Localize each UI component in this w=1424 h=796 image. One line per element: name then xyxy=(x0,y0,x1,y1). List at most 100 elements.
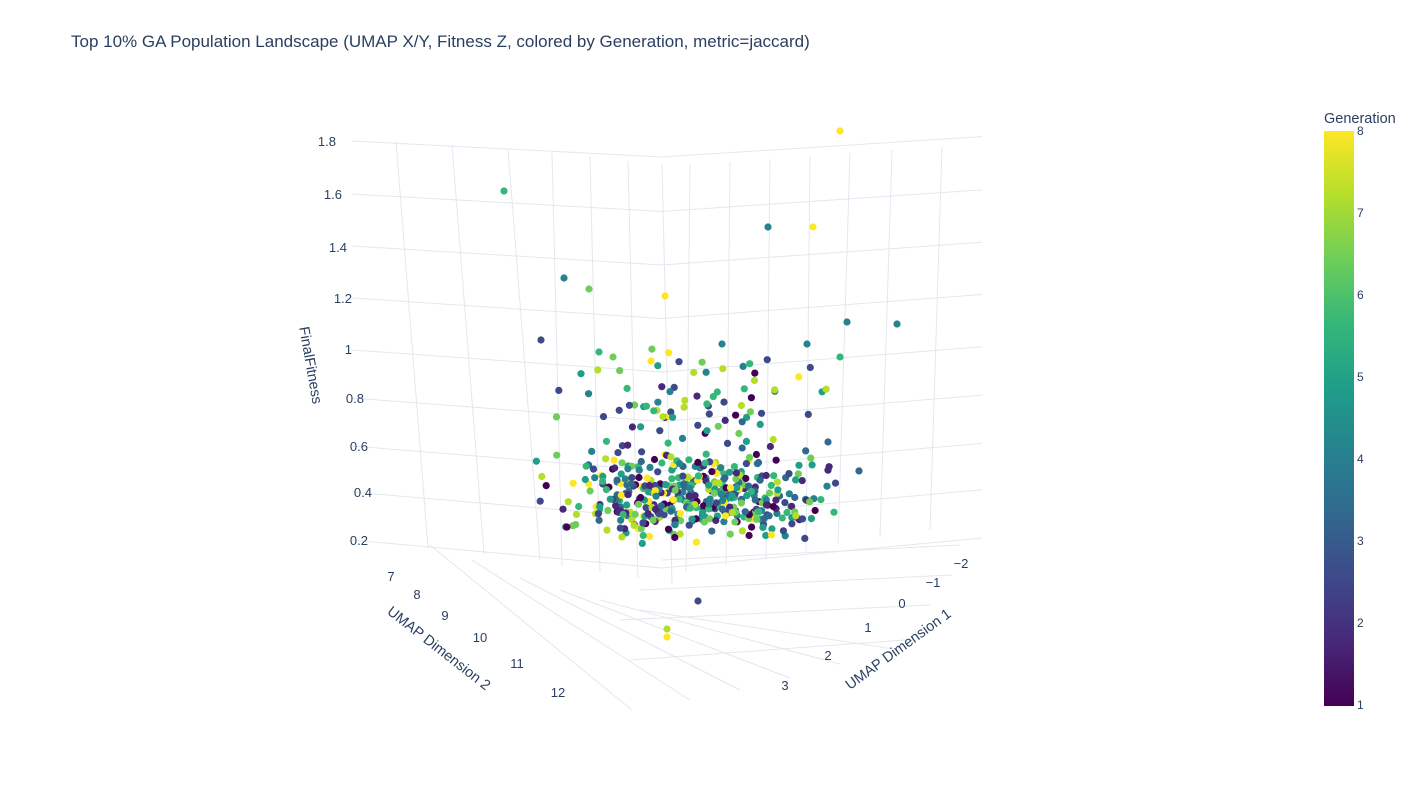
scatter-point[interactable] xyxy=(769,435,777,444)
scatter-point[interactable] xyxy=(536,497,544,505)
scatter-point[interactable] xyxy=(732,469,741,477)
scatter-point[interactable] xyxy=(738,444,746,452)
scatter-point[interactable] xyxy=(706,515,714,523)
scatter-point[interactable] xyxy=(752,450,761,459)
scatter-point[interactable] xyxy=(690,368,698,376)
scatter-point[interactable] xyxy=(667,453,675,461)
scatter-point[interactable] xyxy=(630,521,638,530)
scatter-point[interactable] xyxy=(728,508,736,517)
scatter-point[interactable] xyxy=(792,512,800,520)
scatter-point[interactable] xyxy=(681,396,689,404)
scatter-point[interactable] xyxy=(745,482,753,490)
scatter-point[interactable] xyxy=(685,492,693,500)
scatter-point[interactable] xyxy=(831,479,840,487)
scatter-point[interactable] xyxy=(638,539,646,548)
scatter-point[interactable] xyxy=(745,453,754,462)
scatter-point[interactable] xyxy=(618,533,626,541)
scatter-point[interactable] xyxy=(615,406,623,414)
scatter-point[interactable] xyxy=(664,525,673,533)
scatter-point[interactable] xyxy=(650,407,658,415)
scatter-point[interactable] xyxy=(795,373,803,381)
scatter-point[interactable] xyxy=(654,398,662,406)
scatter-point[interactable] xyxy=(613,476,621,484)
scatter-point[interactable] xyxy=(770,472,778,480)
scatter-point[interactable] xyxy=(809,223,817,231)
scatter-point[interactable] xyxy=(745,531,753,540)
scatter-point[interactable] xyxy=(624,490,632,499)
scatter-point[interactable] xyxy=(564,498,572,506)
scatter-point[interactable] xyxy=(762,501,771,509)
scatter-point[interactable] xyxy=(762,531,770,540)
scatter-point[interactable] xyxy=(742,437,751,445)
scatter-point[interactable] xyxy=(747,394,756,402)
scatter-point[interactable] xyxy=(694,472,703,480)
scatter-point[interactable] xyxy=(766,442,775,451)
scatter-point[interactable] xyxy=(635,466,643,474)
scatter-point[interactable] xyxy=(708,468,716,476)
scatter-point[interactable] xyxy=(657,502,665,510)
scatter-point[interactable] xyxy=(677,517,685,525)
scatter-point[interactable] xyxy=(555,386,563,394)
scatter-point[interactable] xyxy=(836,353,844,361)
scatter-point[interactable] xyxy=(610,456,618,464)
scatter-point[interactable] xyxy=(621,475,629,483)
scatter-point[interactable] xyxy=(795,461,803,469)
scatter-point[interactable] xyxy=(623,501,631,509)
scatter-point[interactable] xyxy=(563,523,571,531)
scatter-point[interactable] xyxy=(631,510,639,518)
scatter-point[interactable] xyxy=(656,427,664,435)
scatter-point[interactable] xyxy=(500,187,508,195)
scatter-point[interactable] xyxy=(664,439,672,447)
scatter-point[interactable] xyxy=(669,496,678,504)
scatter-point[interactable] xyxy=(740,385,748,393)
scatter-point[interactable] xyxy=(693,392,701,400)
scatter-point[interactable] xyxy=(801,534,809,543)
scatter-point[interactable] xyxy=(735,429,743,438)
scatter-point[interactable] xyxy=(823,482,831,490)
scatter-point[interactable] xyxy=(646,463,654,471)
scatter-point[interactable] xyxy=(667,507,675,515)
scatter-point[interactable] xyxy=(721,474,729,482)
scatter-point[interactable] xyxy=(652,492,660,500)
scatter-point[interactable] xyxy=(642,504,650,512)
scatter-point[interactable] xyxy=(726,503,734,511)
scatter-point[interactable] xyxy=(678,434,687,442)
scatter-point[interactable] xyxy=(746,408,755,416)
scatter-point[interactable] xyxy=(651,487,659,495)
scatter-point[interactable] xyxy=(627,480,635,488)
scatter-point[interactable] xyxy=(659,413,667,421)
scatter-point[interactable] xyxy=(720,398,728,406)
scatter-point[interactable] xyxy=(624,441,632,449)
scatter-point[interactable] xyxy=(596,503,604,511)
scatter-point[interactable] xyxy=(532,457,541,465)
scatter-point[interactable] xyxy=(686,484,694,492)
scatter-point[interactable] xyxy=(756,420,764,428)
scatter-point[interactable] xyxy=(710,489,719,497)
scatter-point[interactable] xyxy=(537,336,545,344)
scatter-point[interactable] xyxy=(560,274,568,282)
scatter-point[interactable] xyxy=(728,492,737,501)
scatter-point[interactable] xyxy=(817,496,825,504)
scatter-point[interactable] xyxy=(806,363,814,372)
scatter-point[interactable] xyxy=(705,410,713,418)
scatter-point[interactable] xyxy=(701,459,709,467)
scatter-point[interactable] xyxy=(715,479,723,487)
scatter-point[interactable] xyxy=(569,479,577,487)
scatter-point[interactable] xyxy=(594,366,602,374)
scatter-point[interactable] xyxy=(595,516,603,524)
scatter-point[interactable] xyxy=(712,516,720,525)
scatter-point[interactable] xyxy=(830,508,838,516)
scatter-point[interactable] xyxy=(542,482,550,490)
scatter-points[interactable] xyxy=(500,127,901,641)
scatter-point[interactable] xyxy=(648,345,656,353)
scatter-point[interactable] xyxy=(698,358,706,366)
scatter-point[interactable] xyxy=(553,451,561,459)
scatter-point[interactable] xyxy=(759,523,767,532)
scatter-point[interactable] xyxy=(594,510,603,518)
scatter-point[interactable] xyxy=(658,459,666,467)
scatter-point[interactable] xyxy=(631,401,639,409)
scatter-point[interactable] xyxy=(739,362,747,370)
scatter-point[interactable] xyxy=(688,515,696,523)
scatter-point[interactable] xyxy=(676,530,684,538)
